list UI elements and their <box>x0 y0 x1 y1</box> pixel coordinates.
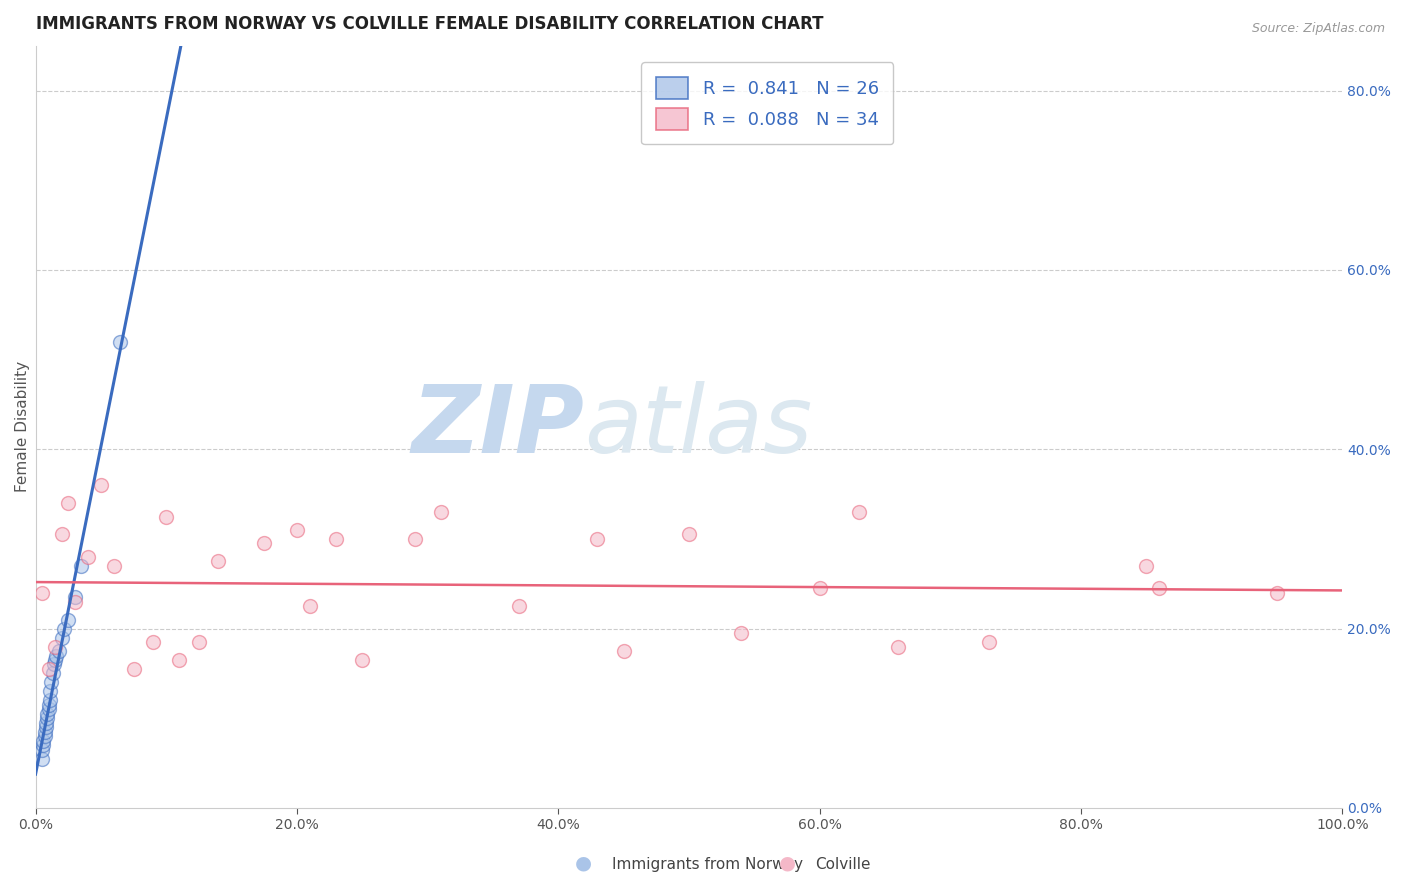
Point <box>45 648 67 663</box>
Point <box>887 640 910 654</box>
Point <box>508 599 530 614</box>
Point <box>678 527 700 541</box>
Point <box>31 586 53 600</box>
Point <box>103 558 125 573</box>
Point <box>38 702 60 716</box>
Legend: R =  0.841   N = 26, R =  0.088   N = 34: R = 0.841 N = 26, R = 0.088 N = 34 <box>641 62 893 145</box>
Point <box>37 706 59 721</box>
Point <box>35 720 58 734</box>
Point <box>613 644 636 658</box>
Point <box>352 653 374 667</box>
Point <box>122 662 145 676</box>
Point <box>187 635 209 649</box>
Point <box>34 729 56 743</box>
Point <box>44 653 66 667</box>
Point <box>63 595 86 609</box>
Text: atlas: atlas <box>585 381 813 473</box>
Point <box>404 532 426 546</box>
Point <box>253 536 276 550</box>
Point <box>808 581 831 595</box>
Point <box>848 505 870 519</box>
Point <box>169 653 191 667</box>
Point <box>32 733 55 747</box>
Point <box>42 657 65 672</box>
Point <box>34 724 56 739</box>
Point <box>90 478 112 492</box>
Point <box>48 644 70 658</box>
Point <box>142 635 165 649</box>
Point <box>53 622 76 636</box>
Text: Colville: Colville <box>815 857 870 872</box>
Point <box>38 698 60 712</box>
Point <box>1265 586 1288 600</box>
Point <box>70 558 93 573</box>
Text: Immigrants from Norway: Immigrants from Norway <box>612 857 803 872</box>
Point <box>38 662 60 676</box>
Point <box>298 599 321 614</box>
Point <box>207 554 229 568</box>
Text: Source: ZipAtlas.com: Source: ZipAtlas.com <box>1251 22 1385 36</box>
Point <box>39 684 62 698</box>
Point <box>1135 558 1157 573</box>
Point <box>51 527 73 541</box>
Text: ZIP: ZIP <box>412 381 585 473</box>
Point <box>979 635 1001 649</box>
Point <box>1149 581 1171 595</box>
Point <box>76 549 98 564</box>
Point <box>285 523 308 537</box>
Point <box>730 626 752 640</box>
Point <box>58 613 80 627</box>
Text: ●: ● <box>575 854 592 872</box>
Point <box>58 496 80 510</box>
Point <box>586 532 609 546</box>
Text: IMMIGRANTS FROM NORWAY VS COLVILLE FEMALE DISABILITY CORRELATION CHART: IMMIGRANTS FROM NORWAY VS COLVILLE FEMAL… <box>35 15 823 33</box>
Point <box>35 715 58 730</box>
Point <box>155 509 177 524</box>
Point <box>110 334 132 349</box>
Point <box>37 711 59 725</box>
Point <box>39 693 62 707</box>
Point <box>32 738 55 752</box>
Text: ●: ● <box>779 854 796 872</box>
Point <box>44 640 66 654</box>
Point <box>41 666 63 681</box>
Point <box>63 591 86 605</box>
Point <box>39 675 62 690</box>
Point <box>325 532 347 546</box>
Point <box>31 752 53 766</box>
Y-axis label: Female Disability: Female Disability <box>15 361 30 492</box>
Point <box>429 505 451 519</box>
Point <box>31 742 53 756</box>
Point <box>51 631 73 645</box>
